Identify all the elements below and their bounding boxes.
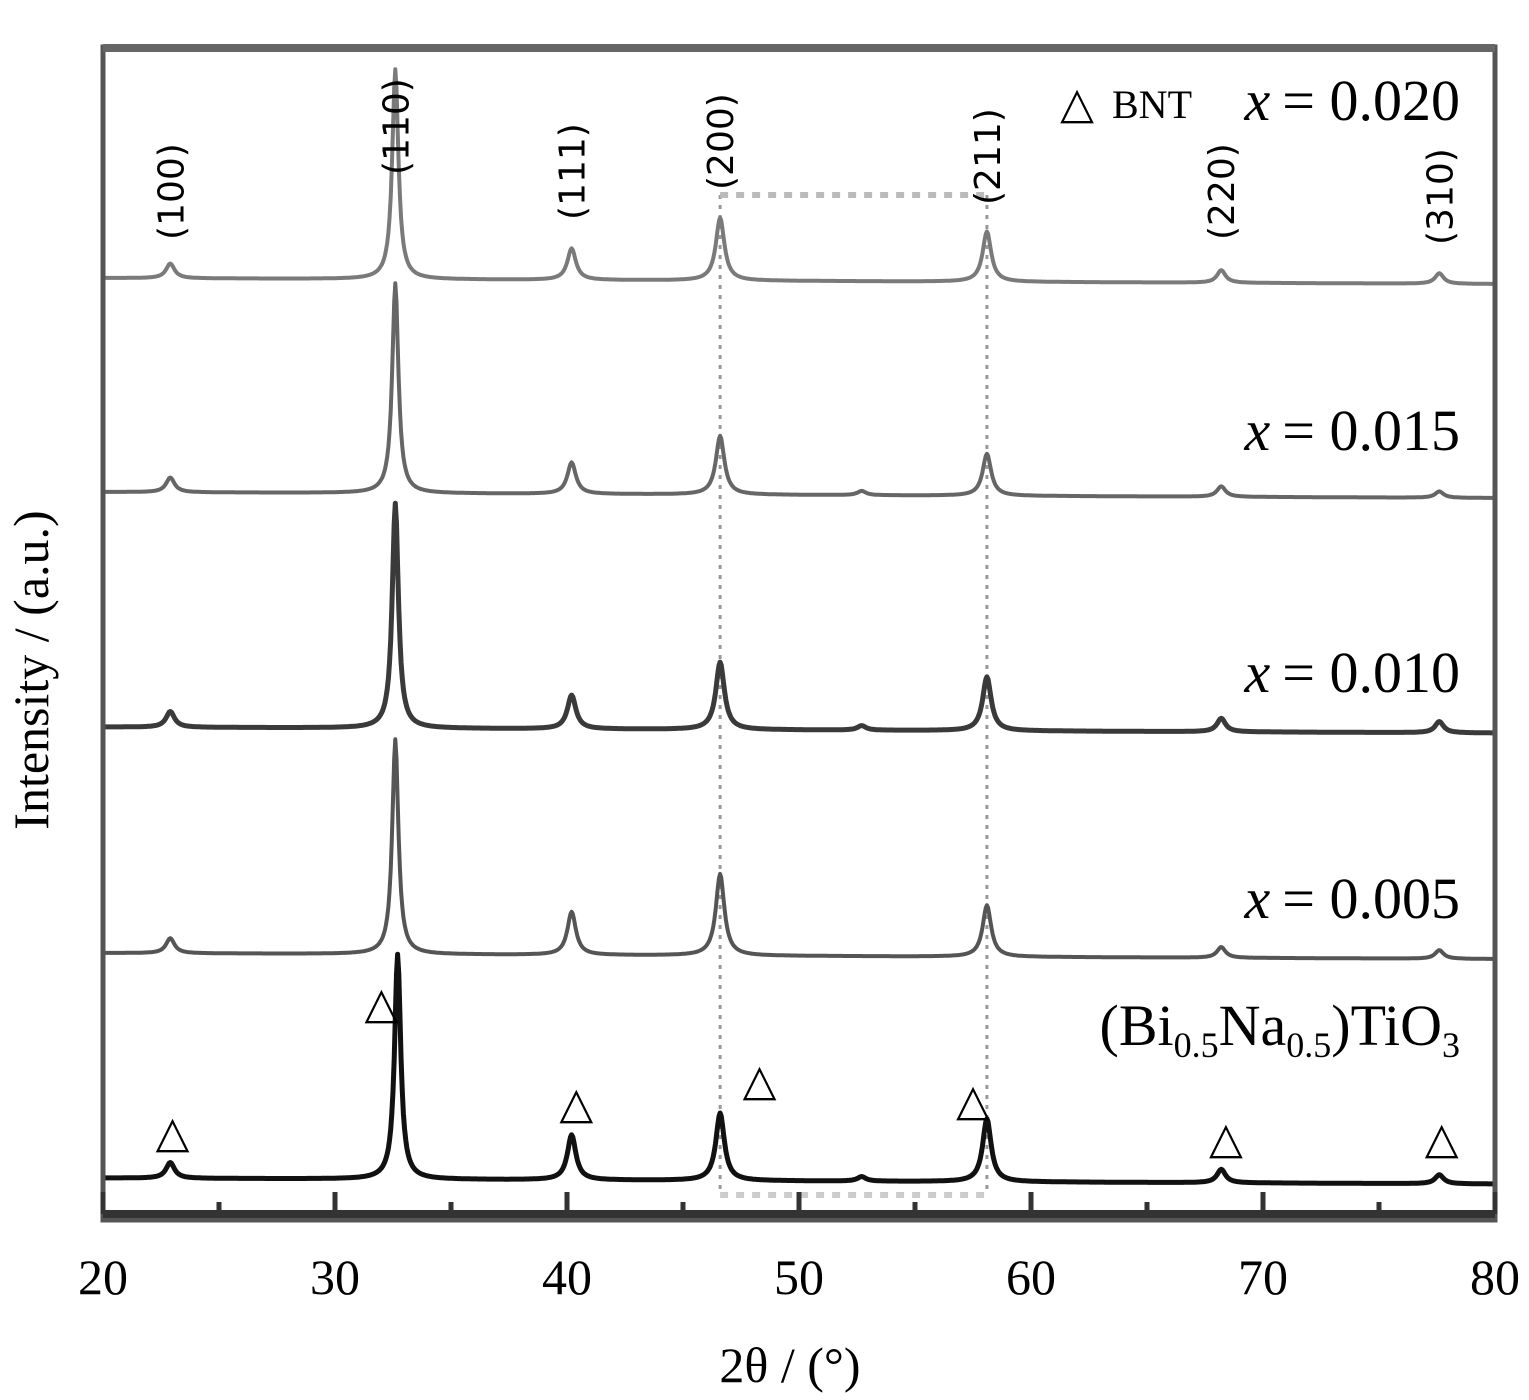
bnt-marker-6: △ — [1425, 1113, 1459, 1164]
legend-symbol: △ — [1060, 78, 1094, 129]
series-line-3 — [102, 281, 1496, 500]
x-tick-label: 20 — [78, 1249, 128, 1305]
series-label-var: x — [1244, 68, 1271, 133]
series-label-0: (Bi0.5Na0.5)TiO3 — [1100, 993, 1460, 1065]
peak-label-5: (220) — [1202, 143, 1243, 240]
bnt-marker-4: △ — [956, 1075, 990, 1126]
peak-label-6: (310) — [1420, 148, 1461, 245]
peak-label-4: (211) — [968, 108, 1009, 205]
peak-label-1: (110) — [376, 78, 417, 175]
bnt-marker-1: △ — [364, 978, 398, 1029]
bnt-marker-0: △ — [156, 1107, 190, 1158]
peak-label-2: (111) — [553, 123, 594, 220]
series-label-value: = 0.015 — [1282, 398, 1460, 463]
bnt-marker-2: △ — [559, 1078, 593, 1129]
series-label-1: x = 0.005 — [1244, 866, 1460, 931]
legend-text: BNT — [1112, 82, 1192, 127]
series-group — [101, 67, 1497, 1187]
formula-text: (Bi — [1100, 993, 1174, 1058]
x-tick-label: 50 — [774, 1249, 824, 1305]
peak-labels: (100) (110) (111) (200) (211) (220) (310) — [151, 78, 1461, 245]
x-tick-label: 60 — [1006, 1249, 1056, 1305]
bnt-marker-3: △ — [743, 1055, 777, 1106]
x-tick-label: 80 — [1470, 1249, 1520, 1305]
series-label-value: = 0.020 — [1282, 68, 1460, 133]
formula-subscript: 0.5 — [1174, 1025, 1219, 1065]
plot-frame-top — [103, 44, 1495, 52]
formula-text: Na — [1219, 993, 1287, 1058]
series-label-var: x — [1244, 398, 1271, 463]
series-label-2: x = 0.010 — [1244, 640, 1460, 705]
series-line-0 — [101, 951, 1497, 1187]
formula-subscript: 0.5 — [1286, 1025, 1331, 1065]
series-label-3: x = 0.015 — [1244, 398, 1460, 463]
bnt-markers: △ △ △ △ △ △ △ — [156, 978, 1459, 1164]
x-axis-label: 2θ / (°) — [719, 1337, 860, 1393]
peak-label-3: (200) — [701, 93, 742, 190]
series-label-4: x = 0.020 — [1244, 68, 1460, 133]
legend: △ BNT — [1060, 78, 1192, 129]
series-line-1 — [102, 737, 1496, 961]
x-axis: 20 30 40 50 60 70 80 — [78, 1192, 1520, 1305]
x-tick-label: 40 — [542, 1249, 592, 1305]
x-tick-label: 30 — [310, 1249, 360, 1305]
series-line-4 — [102, 67, 1496, 286]
series-label-var: x — [1244, 866, 1271, 931]
x-tick-label: 70 — [1238, 1249, 1288, 1305]
formula-subscript: 3 — [1442, 1025, 1460, 1065]
reference-lines — [718, 192, 989, 1198]
y-axis-label: Intensity / (a.u.) — [3, 510, 59, 829]
series-line-2 — [101, 500, 1497, 736]
bnt-marker-5: △ — [1209, 1113, 1243, 1164]
formula-text: )TiO — [1331, 993, 1442, 1058]
series-label-value: = 0.005 — [1282, 866, 1460, 931]
peak-label-0: (100) — [151, 143, 192, 240]
series-label-var: x — [1244, 640, 1271, 705]
series-label-value: = 0.010 — [1282, 640, 1460, 705]
